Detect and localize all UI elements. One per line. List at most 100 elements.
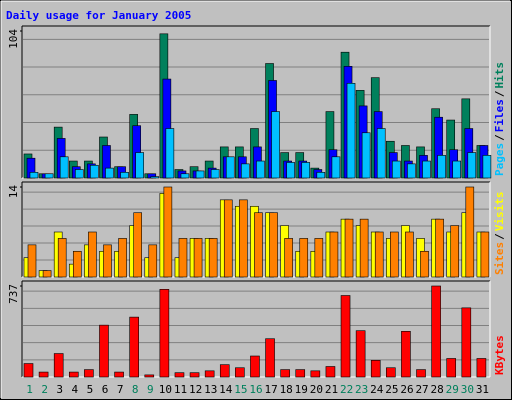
bar (53, 353, 64, 378)
x-tick-label: 4 (72, 383, 79, 396)
bar (416, 369, 426, 378)
bar (114, 371, 124, 378)
x-tick-label: 3 (56, 383, 63, 396)
bar (437, 155, 446, 179)
x-tick-label: 5 (87, 383, 94, 396)
bar (256, 160, 265, 179)
x-tick-label: 29 (446, 383, 459, 396)
legend: Sites /Visits (493, 192, 506, 276)
x-tick-label: 27 (415, 383, 428, 396)
bar (163, 186, 173, 278)
bar (386, 367, 396, 378)
bar (420, 250, 429, 278)
legend-entry: Visits (493, 192, 506, 232)
bar (174, 372, 185, 378)
bar (105, 167, 114, 179)
bar (59, 156, 69, 179)
bar (129, 316, 139, 378)
bar (405, 231, 414, 278)
bar (482, 155, 492, 179)
bar (72, 250, 82, 278)
bar (135, 152, 144, 179)
bar (286, 162, 295, 179)
bar (99, 324, 109, 378)
x-tick-label: 30 (461, 383, 474, 396)
bar (193, 238, 203, 278)
x-tick-label: 8 (132, 383, 139, 396)
x-tick-label: 17 (264, 383, 277, 396)
bar (450, 225, 460, 278)
bar (178, 238, 188, 278)
y-tick-label: 737 (7, 284, 20, 304)
bar (133, 212, 142, 278)
x-tick-label: 22 (340, 383, 353, 396)
x-tick-label: 2 (41, 383, 48, 396)
legend-entry: Pages (493, 143, 506, 176)
bar (392, 160, 401, 179)
legend-entry: Sites (493, 242, 506, 275)
bar (359, 218, 369, 278)
bar (88, 231, 97, 278)
x-tick-label: 6 (102, 383, 109, 396)
legend-separator: / (493, 134, 506, 141)
bar (476, 358, 487, 378)
x-tick-label: 23 (355, 383, 368, 396)
x-tick-label: 28 (431, 383, 444, 396)
bar (165, 128, 175, 179)
x-tick-label: 24 (370, 383, 384, 396)
x-tick-label: 14 (219, 383, 233, 396)
bar (452, 160, 462, 179)
legend-entry: Files (493, 99, 506, 132)
bar (120, 172, 129, 179)
bar (407, 163, 416, 179)
bar (148, 244, 158, 278)
x-tick-label: 19 (295, 383, 308, 396)
bar (27, 244, 37, 278)
bar (346, 82, 356, 179)
chart-title: Daily usage for January 2005 (6, 9, 191, 22)
bar (265, 338, 275, 378)
bar (467, 152, 477, 179)
bar (329, 231, 339, 278)
bar (118, 238, 127, 278)
bar (355, 330, 366, 378)
bar (480, 231, 490, 278)
bar (284, 238, 293, 278)
bar (431, 285, 441, 378)
bar (180, 173, 190, 179)
bar (23, 363, 34, 378)
bar (376, 128, 386, 179)
bar (271, 111, 280, 179)
x-tick-label: 26 (400, 383, 413, 396)
x-tick-label: 25 (385, 383, 398, 396)
bar (68, 371, 79, 378)
legend-separator: / (493, 233, 506, 240)
bar (225, 156, 235, 179)
x-tick-label: 9 (147, 383, 154, 396)
bar (325, 366, 336, 378)
x-tick-label: 18 (280, 383, 293, 396)
bar (223, 199, 233, 278)
bar (314, 238, 324, 278)
bar (301, 162, 311, 179)
x-tick-label: 1 (26, 383, 33, 396)
bar (299, 238, 309, 278)
y-tick-label: 14 (7, 185, 20, 199)
bar (269, 212, 278, 278)
x-tick-label: 7 (117, 383, 124, 396)
bar (370, 360, 381, 378)
x-tick-label: 16 (249, 383, 262, 396)
bar (422, 160, 431, 179)
bar (331, 156, 341, 179)
bar (42, 270, 52, 278)
legend: Pages/Files/Hits (493, 62, 506, 176)
bar (74, 169, 84, 179)
bar (390, 231, 399, 278)
bar (374, 231, 384, 278)
bar (295, 369, 306, 378)
bar (239, 199, 248, 278)
bar (435, 218, 444, 278)
bar (241, 163, 250, 179)
